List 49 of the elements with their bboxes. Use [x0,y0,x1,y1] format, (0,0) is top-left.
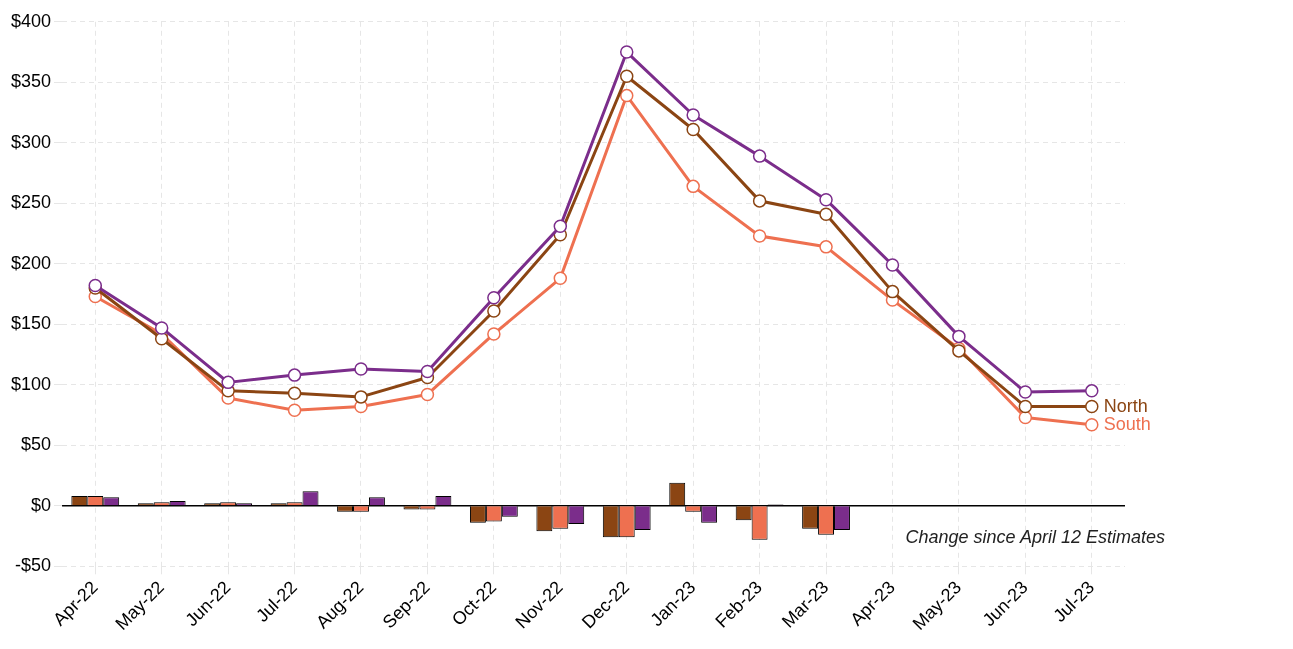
point [1018,399,1033,414]
point [1018,385,1033,399]
point [1085,417,1099,432]
point [553,271,568,286]
point [221,375,235,390]
point [354,362,368,376]
y-tick-label: $400 [11,10,52,31]
point [420,387,435,402]
point [619,88,634,103]
point [819,192,833,207]
point [885,284,900,299]
point [752,229,767,243]
point [619,69,634,83]
point [1085,384,1099,398]
y-tick-label: $150 [11,313,52,334]
point [819,240,833,254]
point [354,390,368,404]
point [154,332,169,346]
point [686,179,700,194]
point [487,304,501,318]
y-tick-label: $300 [11,131,52,152]
point [686,108,700,122]
point [1085,399,1099,414]
point [154,321,169,335]
point [952,329,966,344]
point [287,368,302,382]
point [487,290,501,305]
point [619,45,634,59]
annotation: Change since April 12 Estimates [905,526,1165,547]
y-tick-label: -$50 [15,555,52,576]
point [686,122,700,137]
point [487,327,501,341]
point [885,258,900,272]
point [1018,410,1033,425]
y-tick-label: $350 [11,71,52,92]
y-tick-label: $0 [31,494,52,515]
point [752,194,767,208]
y-tick-label: $50 [21,434,52,455]
y-tick-label: $250 [11,192,52,213]
y-tick-label: $200 [11,252,52,273]
series-label: South [1103,413,1151,434]
series-label: North [1103,395,1148,416]
point [287,403,302,417]
point [553,219,568,234]
point [420,364,435,379]
point [752,149,767,163]
point [287,386,302,401]
y-tick-label: $100 [11,373,52,394]
point [819,207,833,221]
